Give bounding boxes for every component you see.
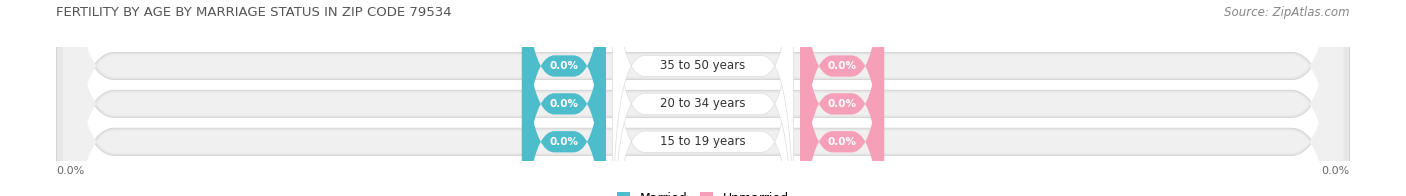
FancyBboxPatch shape: [613, 0, 793, 196]
Text: 0.0%: 0.0%: [828, 99, 856, 109]
Text: FERTILITY BY AGE BY MARRIAGE STATUS IN ZIP CODE 79534: FERTILITY BY AGE BY MARRIAGE STATUS IN Z…: [56, 6, 451, 19]
FancyBboxPatch shape: [63, 0, 1343, 196]
FancyBboxPatch shape: [56, 0, 1350, 196]
Text: 0.0%: 0.0%: [56, 166, 84, 176]
Text: Source: ZipAtlas.com: Source: ZipAtlas.com: [1225, 6, 1350, 19]
FancyBboxPatch shape: [56, 0, 1350, 196]
Text: 0.0%: 0.0%: [828, 61, 856, 71]
FancyBboxPatch shape: [800, 0, 884, 196]
FancyBboxPatch shape: [63, 0, 1343, 196]
Legend: Married, Unmarried: Married, Unmarried: [617, 192, 789, 196]
FancyBboxPatch shape: [522, 0, 606, 196]
Text: 35 to 50 years: 35 to 50 years: [661, 60, 745, 73]
Text: 20 to 34 years: 20 to 34 years: [661, 97, 745, 110]
FancyBboxPatch shape: [613, 0, 793, 196]
FancyBboxPatch shape: [522, 0, 606, 196]
Text: 0.0%: 0.0%: [550, 99, 578, 109]
FancyBboxPatch shape: [613, 0, 793, 196]
FancyBboxPatch shape: [63, 0, 1343, 196]
FancyBboxPatch shape: [800, 0, 884, 196]
Text: 0.0%: 0.0%: [550, 137, 578, 147]
Text: 0.0%: 0.0%: [1322, 166, 1350, 176]
FancyBboxPatch shape: [522, 0, 606, 196]
Text: 0.0%: 0.0%: [828, 137, 856, 147]
FancyBboxPatch shape: [800, 0, 884, 196]
Text: 15 to 19 years: 15 to 19 years: [661, 135, 745, 148]
Text: 0.0%: 0.0%: [550, 61, 578, 71]
FancyBboxPatch shape: [56, 0, 1350, 196]
